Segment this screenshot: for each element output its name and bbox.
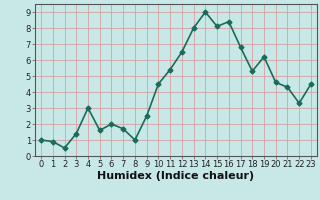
X-axis label: Humidex (Indice chaleur): Humidex (Indice chaleur) xyxy=(97,171,255,181)
